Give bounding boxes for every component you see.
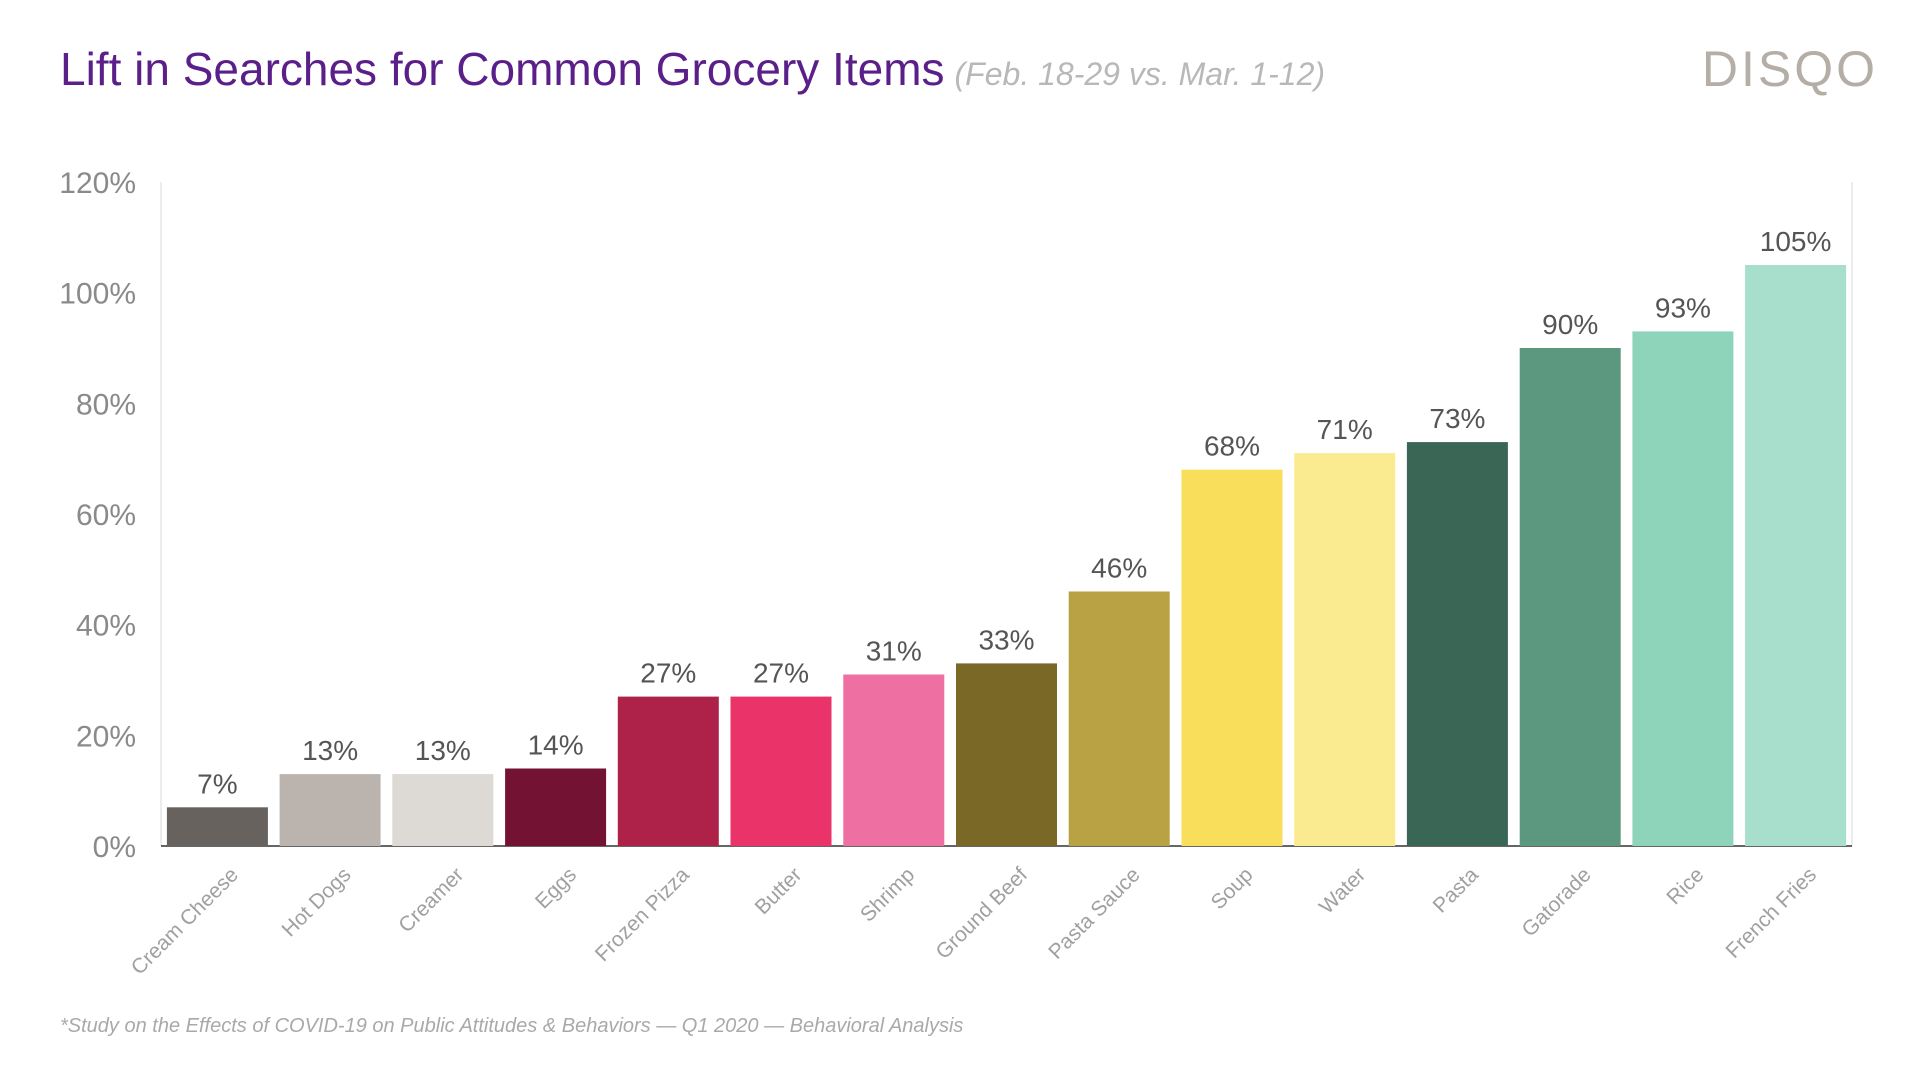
value-label: 71%: [1317, 414, 1373, 445]
category-label: French Fries: [1722, 863, 1822, 963]
bar-butter: [730, 696, 832, 846]
category-label: Soup: [1207, 863, 1258, 914]
brand-logo: DISQO: [1701, 41, 1878, 97]
value-label: 46%: [1091, 553, 1147, 584]
value-label: 13%: [415, 735, 471, 766]
footnote: *Study on the Effects of COVID-19 on Pub…: [60, 1015, 964, 1037]
bar-shrimp: [843, 674, 945, 846]
value-label: 90%: [1542, 309, 1598, 340]
category-label: Shrimp: [856, 863, 919, 926]
value-label: 73%: [1429, 403, 1485, 434]
y-tick-label: 20%: [76, 720, 136, 753]
value-label: 13%: [302, 735, 358, 766]
category-label: Gatorade: [1518, 863, 1596, 941]
category-label: Butter: [751, 863, 807, 919]
category-label: Hot Dogs: [277, 863, 355, 941]
category-label: Rice: [1662, 863, 1708, 909]
category-label: Eggs: [531, 863, 581, 913]
bar-french-fries: [1745, 265, 1847, 846]
value-label: 105%: [1760, 226, 1832, 257]
category-label: Cream Cheese: [127, 863, 243, 979]
y-tick-label: 100%: [59, 278, 136, 311]
category-label: Ground Beef: [932, 863, 1033, 964]
y-tick-label: 60%: [76, 499, 136, 532]
value-label: 7%: [197, 768, 237, 799]
bar-water: [1294, 453, 1396, 846]
title-row: Lift in Searches for Common Grocery Item…: [60, 42, 1325, 96]
category-label: Creamer: [394, 863, 468, 937]
bar-rice: [1632, 331, 1734, 846]
value-label: 68%: [1204, 431, 1260, 462]
y-tick-label: 40%: [76, 610, 136, 643]
value-label: 31%: [866, 636, 922, 667]
bar-pasta: [1406, 442, 1508, 846]
value-label: 33%: [978, 624, 1034, 655]
value-label: 27%: [640, 658, 696, 689]
chart-subtitle: (Feb. 18-29 vs. Mar. 1-12): [954, 56, 1326, 92]
y-tick-label: 0%: [93, 831, 136, 864]
bar-soup: [1181, 469, 1283, 846]
category-label: Pasta: [1429, 863, 1483, 917]
bar-frozen-pizza: [617, 696, 719, 846]
value-label: 14%: [528, 730, 584, 761]
y-tick-label: 80%: [76, 388, 136, 421]
category-label: Frozen Pizza: [591, 863, 694, 966]
bar-eggs: [505, 768, 607, 846]
bar-hot-dogs: [279, 774, 381, 846]
category-label: Pasta Sauce: [1044, 863, 1144, 963]
value-label: 27%: [753, 658, 809, 689]
bar-cream-cheese: [166, 807, 268, 846]
bar-ground-beef: [956, 663, 1057, 846]
bar-creamer: [392, 774, 494, 846]
chart-title: Lift in Searches for Common Grocery Item…: [60, 43, 945, 95]
bar-gatorade: [1519, 348, 1621, 846]
y-tick-label: 120%: [59, 167, 136, 200]
bar-pasta-sauce: [1068, 591, 1170, 846]
category-label: Water: [1315, 863, 1370, 918]
value-label: 93%: [1655, 292, 1711, 323]
